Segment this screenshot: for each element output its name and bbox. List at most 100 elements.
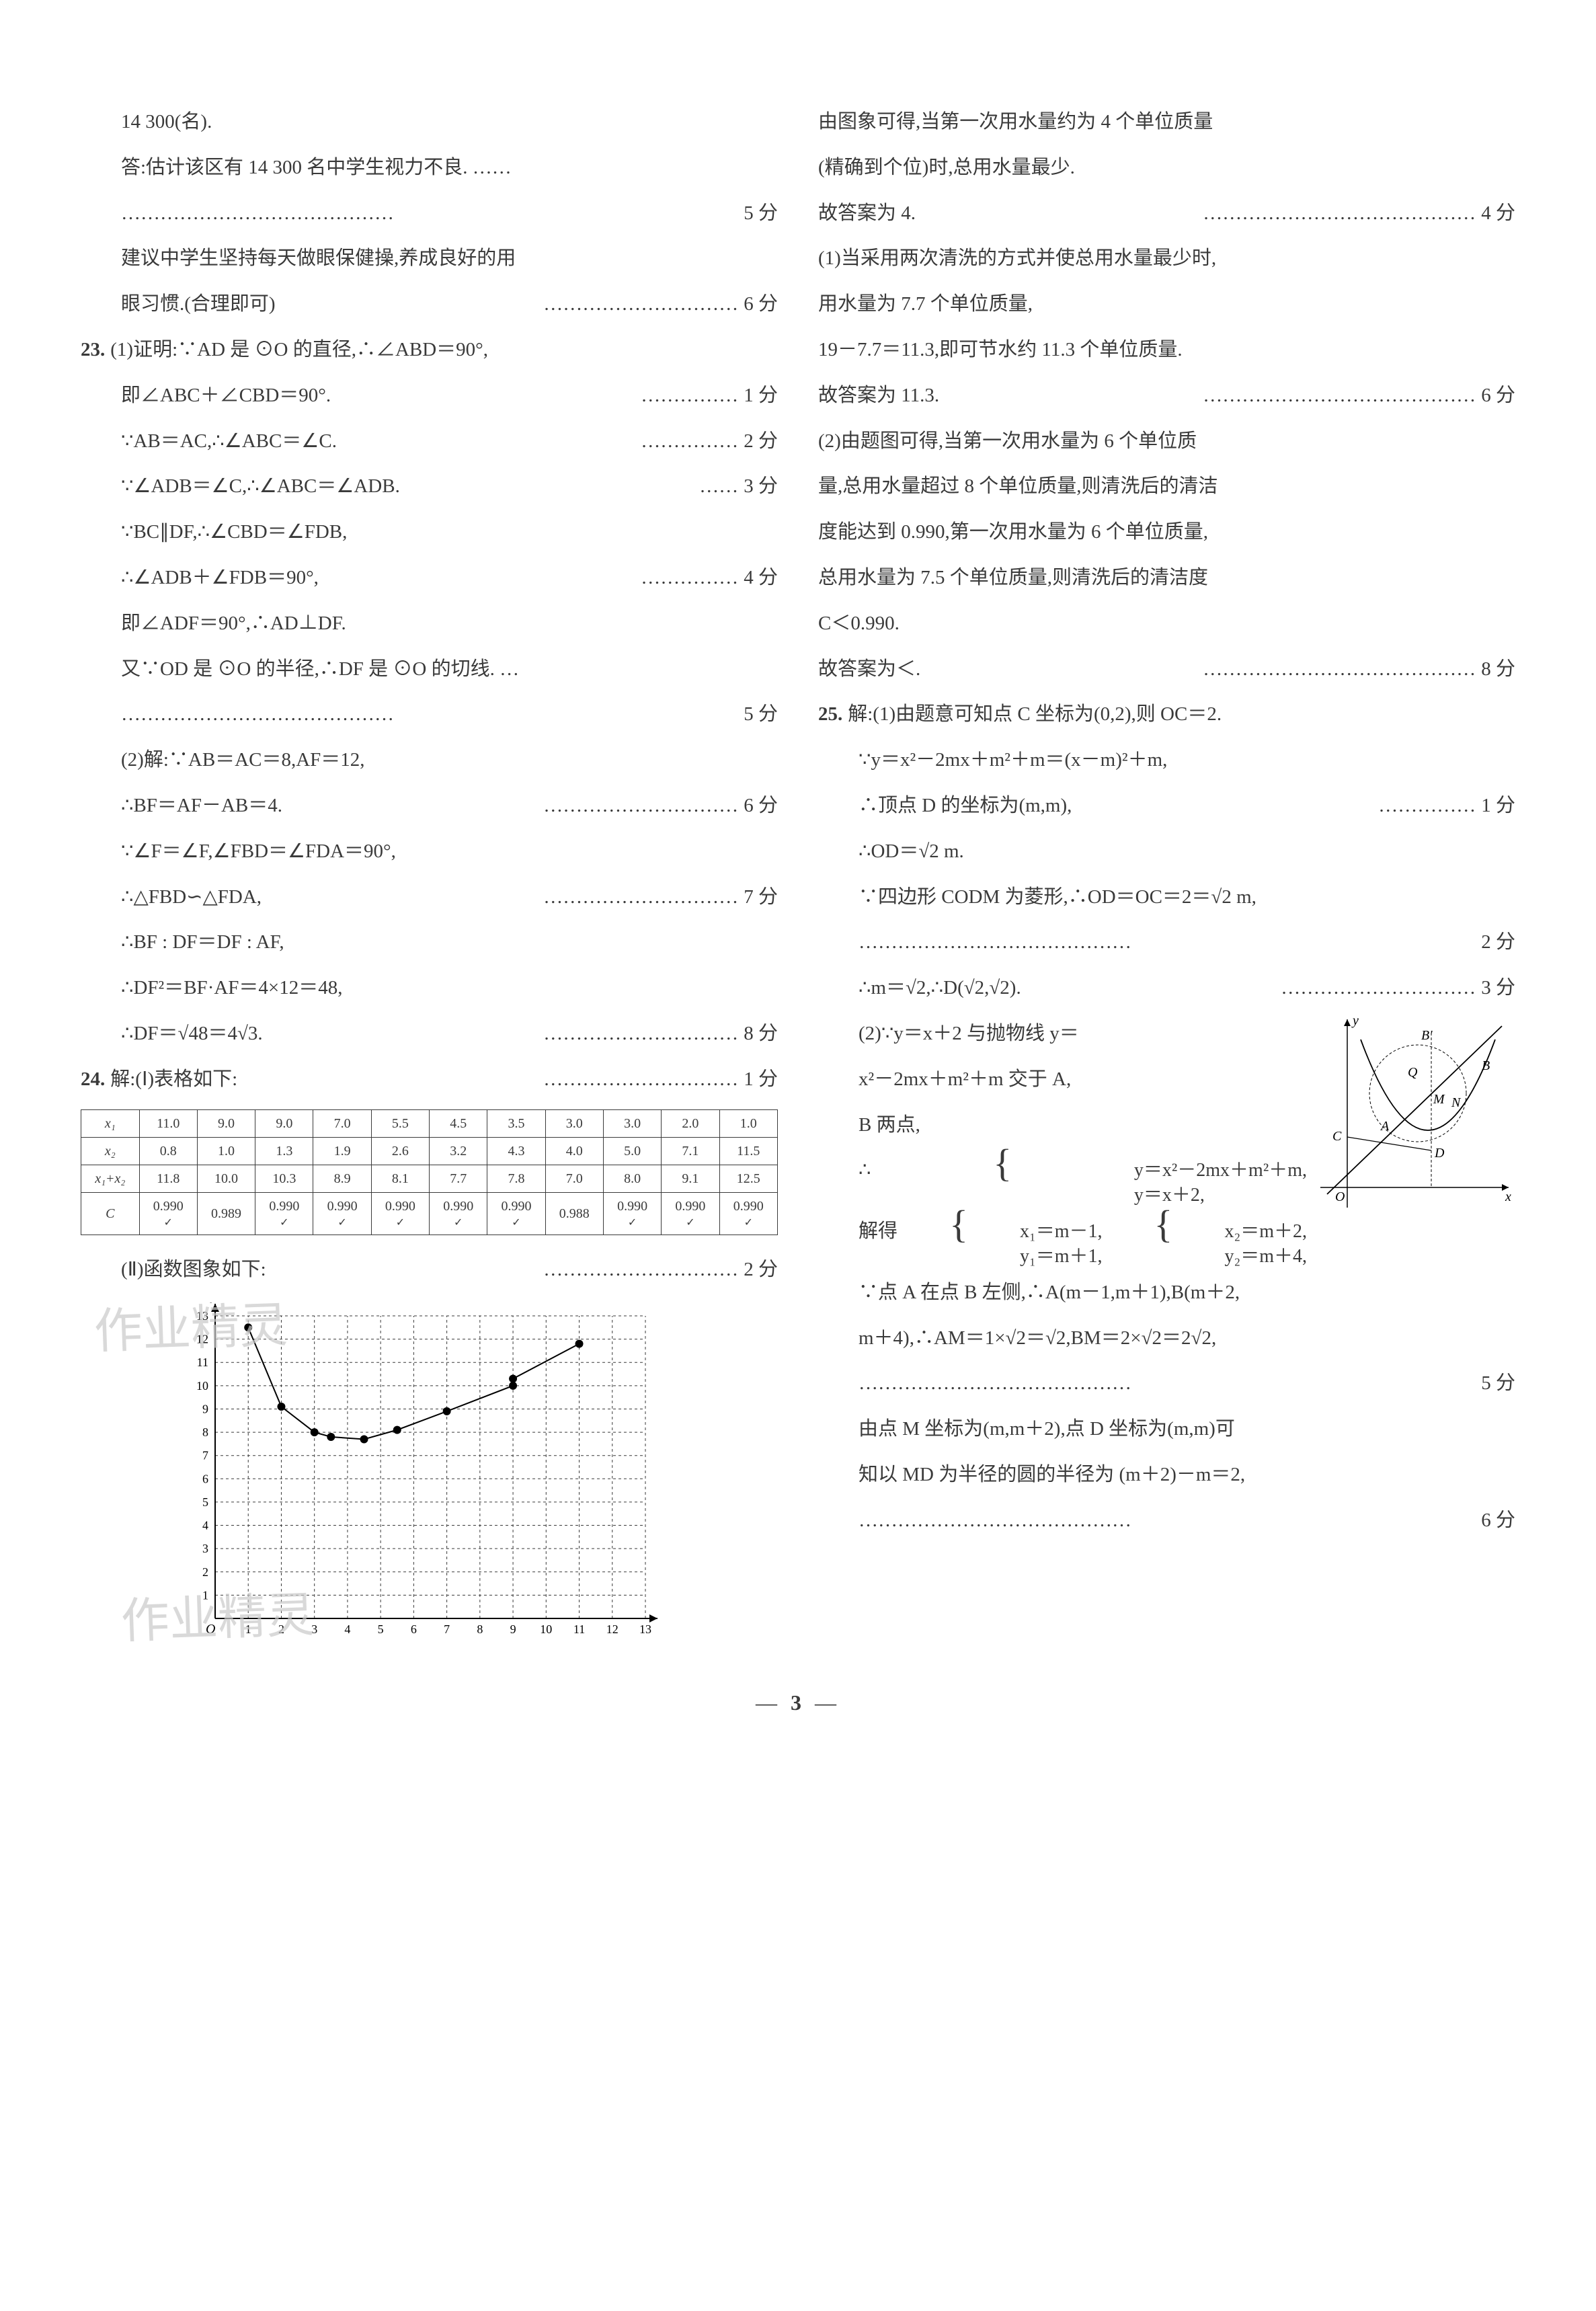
body-text: ∵点 A 在点 B 左侧,∴A(m－1,m＋1),B(m＋2, (859, 1271, 1515, 1315)
body-text: 总用水量为 7.5 个单位质量,则清洗后的清洁度 (818, 557, 1515, 600)
body-text: 故答案为＜. (818, 648, 1203, 691)
svg-text:1: 1 (245, 1622, 251, 1636)
svg-text:5: 5 (378, 1622, 384, 1636)
body-text: ∴BF : DF＝DF : AF, (121, 921, 778, 964)
body-text: ∴BF＝AF－AB＝4. (121, 785, 543, 828)
body-text: ∵四边形 CODM 为菱形,∴OD＝OC＝2＝√2 m, (859, 876, 1515, 919)
body-text: 14 300(名). (121, 101, 778, 144)
text-line: 知以 MD 为半径的圆的半径为 (m＋2)－m＝2, (818, 1454, 1515, 1497)
question-number: 25. (818, 693, 842, 736)
score: 6 分 (1476, 375, 1515, 418)
eq-line: y₂＝m＋4, (1224, 1246, 1307, 1267)
body-text: ∴OD＝√2 m. (859, 830, 1515, 873)
page-columns: 14 300(名). 答:估计该区有 14 300 名中学生视力不良. …… …… (81, 101, 1515, 1652)
svg-text:3: 3 (202, 1542, 208, 1555)
body-text: (1)证明:∵AD 是 ⊙O 的直径,∴∠ABD＝90°, (105, 329, 778, 372)
dots: …………………………………… (859, 1362, 1476, 1405)
score-line: 即∠ABC＋∠CBD＝90°. …………… 1 分 (81, 375, 778, 418)
dots: …………… (641, 420, 738, 463)
chart-container: 作业精灵 1234567891011121312345678910111213O… (81, 1302, 778, 1652)
body-text: 又∵OD 是 ⊙O 的半径,∴DF 是 ⊙O 的切线. … (121, 648, 778, 691)
score-line: ∵AB＝AC,∴∠ABC＝∠C. …………… 2 分 (81, 420, 778, 463)
svg-text:8: 8 (202, 1425, 208, 1439)
question-23: 23. (1)证明:∵AD 是 ⊙O 的直径,∴∠ABD＝90°, (81, 329, 778, 372)
page-footer: — 3 — (81, 1679, 1515, 1726)
text-line: 度能达到 0.990,第一次用水量为 6 个单位质量, (818, 511, 1515, 554)
svg-text:10: 10 (196, 1379, 208, 1393)
svg-text:A: A (1380, 1119, 1390, 1134)
score: 6 分 (1476, 1499, 1515, 1542)
geometry-diagram: OxyCAMNQBB'D (1314, 1013, 1515, 1214)
score: 6 分 (738, 283, 778, 326)
equation-system: 解得 { x₁＝m－1, y₁＝m＋1, { x₂＝m＋2, y₂＝m＋4, (818, 1210, 1307, 1269)
svg-text:B': B' (1421, 1028, 1433, 1043)
body-text: 量,总用水量超过 8 个单位质量,则清洗后的清洁 (818, 465, 1515, 508)
svg-text:3: 3 (311, 1622, 317, 1636)
body-text: 眼习惯.(合理即可) (121, 283, 543, 326)
system-body: x₂＝m＋2, y₂＝m＋4, (1224, 1220, 1307, 1269)
svg-text:9: 9 (510, 1622, 516, 1636)
score-line: ∴DF＝√48＝4√3. ………………………… 8 分 (81, 1013, 778, 1056)
text-line: 由点 M 坐标为(m,m＋2),点 D 坐标为(m,m)可 (818, 1408, 1515, 1451)
dots: …………………………………… (121, 192, 738, 235)
body-text: (精确到个位)时,总用水量最少. (818, 147, 1515, 190)
score-line: ∴△FBD∽△FDA, ………………………… 7 分 (81, 876, 778, 919)
body-text: ∵BC∥DF,∴∠CBD＝∠FDB, (121, 511, 778, 554)
body-text: 即∠ADF＝90°,∴AD⊥DF. (121, 602, 778, 645)
body-text: 解:(1)由题意可知点 C 坐标为(0,2),则 OC＝2. (842, 693, 1515, 736)
score: 8 分 (738, 1013, 778, 1056)
dots: …………… (1378, 785, 1476, 828)
question-number: 23. (81, 329, 105, 372)
svg-text:9: 9 (202, 1402, 208, 1415)
dots: ………………………… (543, 1013, 738, 1056)
dots: ………………………… (1281, 967, 1476, 1010)
score-line: 眼习惯.(合理即可) ………………………… 6 分 (81, 283, 778, 326)
body-text: 知以 MD 为半径的圆的半径为 (m＋2)－m＝2, (859, 1454, 1515, 1497)
body-text: m＋4),∴AM＝1×√2＝√2,BM＝2×√2＝2√2, (859, 1317, 1515, 1360)
dots: …………………………………… (121, 693, 738, 736)
body-text: ∴∠ADB＋∠FDB＝90°, (121, 557, 641, 600)
text-line: 建议中学生坚持每天做眼保健操,养成良好的用 (81, 237, 778, 280)
body-text: 建议中学生坚持每天做眼保健操,养成良好的用 (121, 237, 778, 280)
line-chart: 1234567891011121312345678910111213Oxy (175, 1302, 659, 1652)
text-line: 14 300(名). (81, 101, 778, 144)
q25-part2-block: OxyCAMNQBB'D (2)∵y＝x＋2 与抛物线 y＝ x²－2mx＋m²… (818, 1013, 1515, 1271)
score: 4 分 (1476, 192, 1515, 235)
dots: …………………………………… (859, 921, 1476, 964)
svg-text:D: D (1434, 1146, 1445, 1161)
body-text: ∴△FBD∽△FDA, (121, 876, 543, 919)
body-text: x²－2mx＋m²＋m 交于 A, (859, 1058, 1307, 1101)
body-text: 故答案为 11.3. (818, 375, 1203, 418)
text-line: (2)∵y＝x＋2 与抛物线 y＝ (818, 1013, 1307, 1056)
body-text: (1)当采用两次清洗的方式并使总用水量最少时, (818, 237, 1515, 280)
body-text: ∵AB＝AC,∴∠ABC＝∠C. (121, 420, 641, 463)
dots: …………………………………… (1203, 192, 1476, 235)
dots: ………………………… (543, 1058, 738, 1101)
text-line: 答:估计该区有 14 300 名中学生视力不良. …… (81, 147, 778, 190)
text-line: ∴OD＝√2 m. (818, 830, 1515, 873)
body-text: B 两点, (859, 1104, 1307, 1147)
body-text: ∴顶点 D 的坐标为(m,m), (859, 785, 1378, 828)
body-text: 由点 M 坐标为(m,m＋2),点 D 坐标为(m,m)可 (859, 1408, 1515, 1451)
body-text: (2)∵y＝x＋2 与抛物线 y＝ (859, 1013, 1307, 1056)
score-line: ∴m＝√2,∴D(√2,√2). ………………………… 3 分 (818, 967, 1515, 1010)
equation-system: ∴ { y＝x²－2mx＋m²＋m, y＝x＋2, (818, 1149, 1307, 1208)
score: 2 分 (738, 1249, 778, 1292)
svg-text:12: 12 (196, 1332, 208, 1345)
text-line: 由图象可得,当第一次用水量约为 4 个单位质量 (818, 101, 1515, 144)
svg-text:2: 2 (202, 1565, 208, 1578)
text-line: ∵∠F＝∠F,∠FBD＝∠FDA＝90°, (81, 830, 778, 873)
text-line: 量,总用水量超过 8 个单位质量,则清洗后的清洁 (818, 465, 1515, 508)
body-text: 解:(Ⅰ)表格如下: (105, 1058, 543, 1101)
svg-text:6: 6 (411, 1622, 417, 1636)
text-line: 19－7.7＝11.3,即可节水约 11.3 个单位质量. (818, 329, 1515, 372)
body-text: ∴DF²＝BF·AF＝4×12＝48, (121, 967, 778, 1010)
score: 5 分 (738, 693, 778, 736)
svg-text:7: 7 (444, 1622, 450, 1636)
svg-text:B: B (1482, 1058, 1490, 1073)
eq-line: y₁＝m＋1, (1020, 1246, 1103, 1267)
body-text: 度能达到 0.990,第一次用水量为 6 个单位质量, (818, 511, 1515, 554)
body-text: C＜0.990. (818, 602, 1515, 645)
score-line: 故答案为 4. …………………………………… 4 分 (818, 192, 1515, 235)
score: 3 分 (1476, 967, 1515, 1010)
